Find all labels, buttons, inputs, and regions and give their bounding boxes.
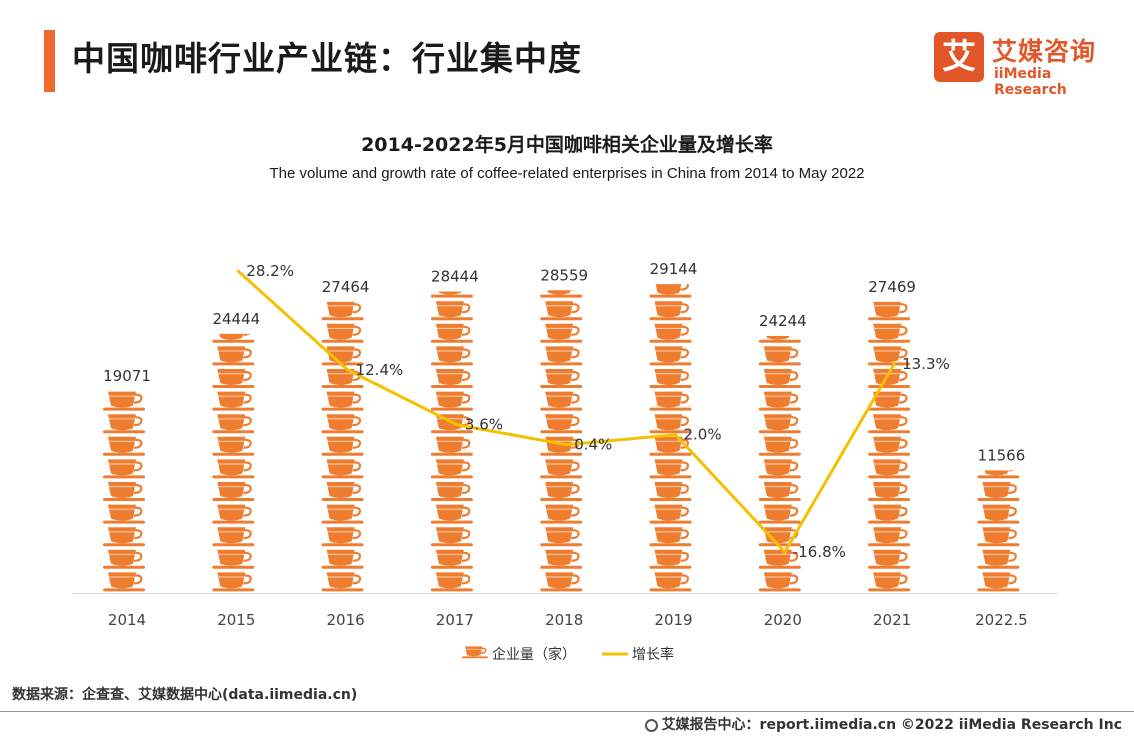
bar-value-label: 29144 <box>650 260 698 278</box>
globe-icon <box>644 719 658 732</box>
chart-subtitle: The volume and growth rate of coffee-rel… <box>269 165 865 182</box>
footer-divider <box>0 711 1134 712</box>
bar-2015 <box>211 333 256 593</box>
bar-value-label: 19071 <box>103 367 151 385</box>
bar-2014 <box>101 390 147 593</box>
x-tick-label: 2020 <box>764 611 802 629</box>
iimedia-logo: 艾 艾媒咨询 iiMedia Research <box>934 30 1124 98</box>
chart-title: 2014-2022年5月中国咖啡相关企业量及增长率 <box>361 134 773 156</box>
growth-rate-label: -16.8% <box>793 543 846 561</box>
x-tick-label: 2015 <box>217 611 255 629</box>
x-tick-label: 2017 <box>436 611 474 629</box>
growth-rate-label: 12.4% <box>356 361 404 379</box>
x-tick-label: 2021 <box>873 611 911 629</box>
title-accent-bar <box>44 30 55 92</box>
page-title: 中国咖啡行业产业链：行业集中度 <box>72 39 582 78</box>
bar-2021 <box>866 301 912 593</box>
bar-2019 <box>648 284 693 593</box>
bar-value-label: 27469 <box>868 278 916 296</box>
bar-value-label: 27464 <box>322 278 370 296</box>
bar-2018 <box>539 290 584 593</box>
bar-value-label: 11566 <box>978 446 1026 464</box>
logo-name-cn: 艾媒咨询 <box>992 37 1097 66</box>
growth-rate-point <box>892 362 896 366</box>
bar-value-label: 28559 <box>540 266 588 284</box>
bar-value-label: 28444 <box>431 267 479 285</box>
x-tick-label: 2016 <box>327 611 365 629</box>
x-tick-label: 2019 <box>654 611 692 629</box>
legend-cup-icon <box>461 645 489 659</box>
data-source-note: 数据来源：企查查、艾媒数据中心(data.iimedia.cn) <box>12 687 358 703</box>
growth-rate-label: 3.6% <box>465 416 503 434</box>
bar-value-label: 24244 <box>759 312 807 330</box>
logo-mark <box>934 32 984 82</box>
legend: 企业量（家） 增长率 <box>461 645 674 663</box>
bar-2016 <box>320 301 365 593</box>
logo-name-en: iiMedia Research <box>994 66 1067 98</box>
growth-rate-point <box>455 423 459 427</box>
growth-rate-point <box>564 443 568 447</box>
growth-rate-point <box>236 269 240 273</box>
legend-line-label: 增长率 <box>632 646 674 663</box>
x-tick-label: 2022.5 <box>975 611 1028 629</box>
growth-rate-label: 28.2% <box>246 262 294 280</box>
growth-rate-point <box>346 368 350 372</box>
growth-rate-label: 0.4% <box>574 436 612 454</box>
footer-credit: 艾媒报告中心：report.iimedia.cn ©2022 iiMedia R… <box>644 714 1122 734</box>
growth-rate-point <box>783 550 787 554</box>
growth-rate-label: 13.3% <box>902 355 950 373</box>
legend-bar-label: 企业量（家） <box>492 646 576 663</box>
footer-text: 艾媒报告中心：report.iimedia.cn ©2022 iiMedia R… <box>661 717 1122 733</box>
x-tick-label: 2018 <box>545 611 583 629</box>
logo-glyph: 艾 <box>942 37 976 77</box>
growth-rate-label: 2.0% <box>684 426 722 444</box>
x-tick-label: 2014 <box>108 611 146 629</box>
growth-rate-point <box>674 433 677 437</box>
bar-value-label: 24444 <box>212 310 260 328</box>
